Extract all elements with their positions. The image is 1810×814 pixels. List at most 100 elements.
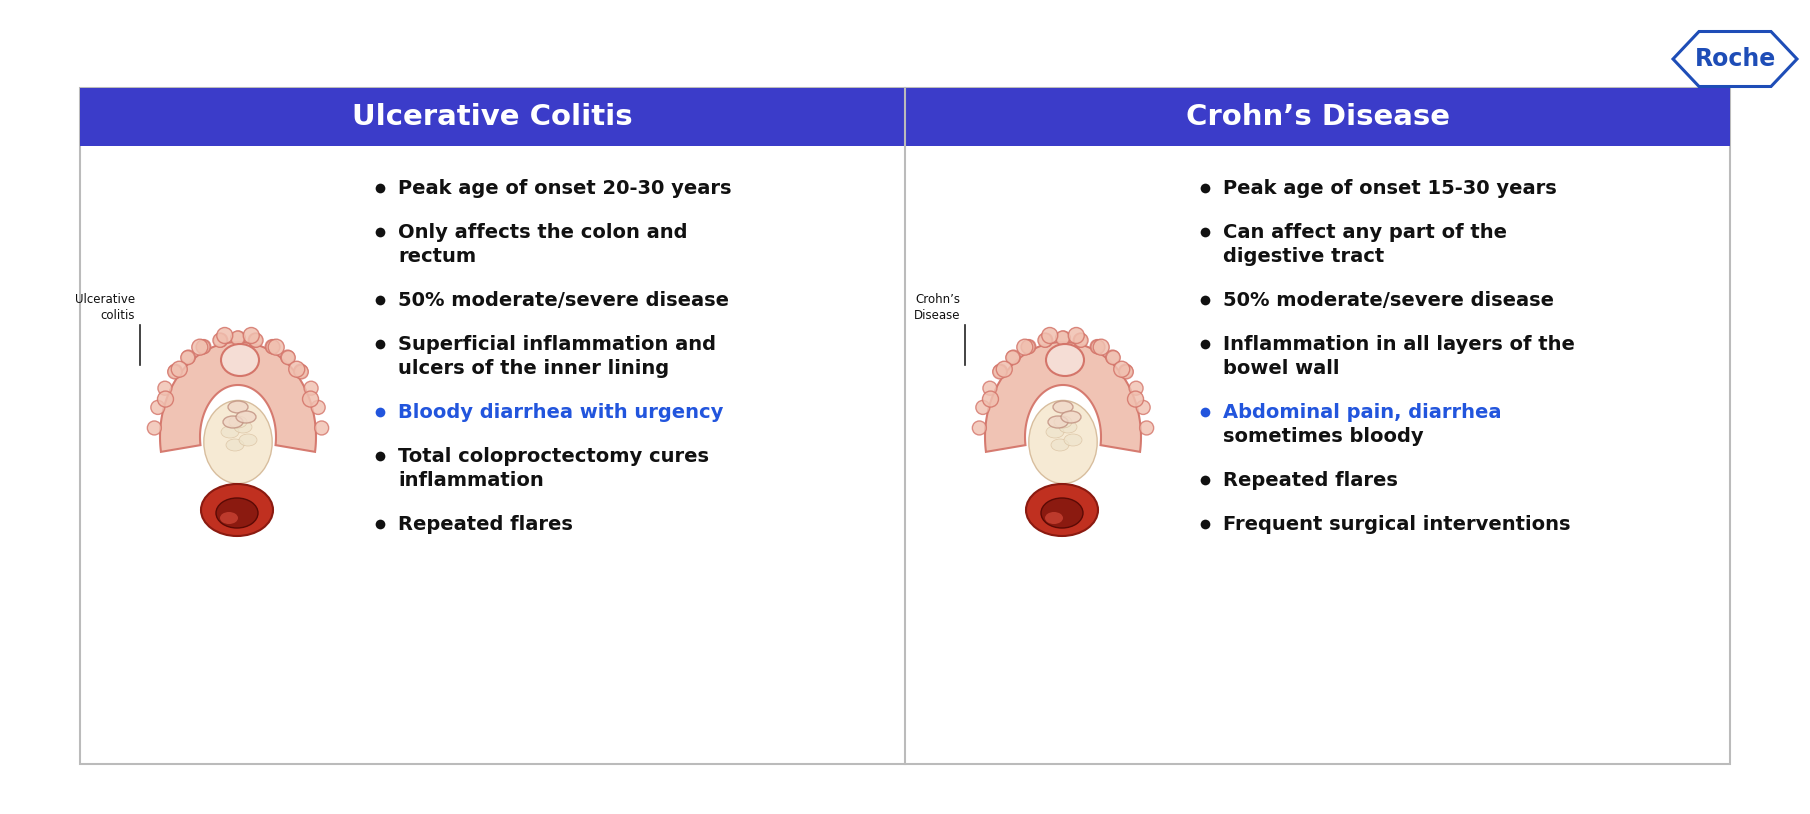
Circle shape <box>1043 327 1057 344</box>
Circle shape <box>266 340 281 354</box>
Text: ulcers of the inner lining: ulcers of the inner lining <box>398 358 670 378</box>
Circle shape <box>1140 421 1153 435</box>
Circle shape <box>243 327 259 344</box>
Ellipse shape <box>239 434 257 446</box>
Text: Repeated flares: Repeated flares <box>1224 470 1397 489</box>
Circle shape <box>150 400 165 414</box>
Text: Repeated flares: Repeated flares <box>398 514 574 533</box>
Text: Ulcerative Colitis: Ulcerative Colitis <box>353 103 634 131</box>
FancyBboxPatch shape <box>905 88 1730 146</box>
Circle shape <box>996 361 1012 377</box>
Ellipse shape <box>1052 439 1070 451</box>
Ellipse shape <box>1044 512 1062 524</box>
Circle shape <box>181 350 195 364</box>
Text: Total coloproctectomy cures: Total coloproctectomy cures <box>398 447 710 466</box>
Circle shape <box>1119 364 1133 379</box>
Ellipse shape <box>205 400 272 484</box>
Circle shape <box>304 381 319 396</box>
Circle shape <box>992 365 1006 379</box>
Circle shape <box>1023 339 1035 353</box>
Text: Roche: Roche <box>1694 47 1776 71</box>
Text: 50% moderate/severe disease: 50% moderate/severe disease <box>1224 291 1555 309</box>
Circle shape <box>168 365 181 379</box>
Circle shape <box>214 333 226 348</box>
Text: inflammation: inflammation <box>398 470 543 489</box>
Text: Only affects the colon and: Only affects the colon and <box>398 222 688 242</box>
Circle shape <box>1091 340 1104 354</box>
Polygon shape <box>985 342 1140 452</box>
Ellipse shape <box>1028 400 1097 484</box>
Circle shape <box>250 333 262 348</box>
Circle shape <box>1073 333 1088 347</box>
Text: Abdominal pain, diarrhea: Abdominal pain, diarrhea <box>1224 402 1502 422</box>
Ellipse shape <box>215 498 259 528</box>
Circle shape <box>315 421 329 435</box>
Circle shape <box>157 391 174 407</box>
Circle shape <box>1017 339 1034 355</box>
Ellipse shape <box>221 344 259 376</box>
Ellipse shape <box>1061 411 1081 423</box>
FancyBboxPatch shape <box>80 88 905 146</box>
Circle shape <box>1113 361 1129 377</box>
Circle shape <box>195 340 210 354</box>
Circle shape <box>197 339 210 353</box>
Ellipse shape <box>1059 421 1077 433</box>
Circle shape <box>157 381 172 396</box>
Text: Inflammation in all layers of the: Inflammation in all layers of the <box>1224 335 1575 353</box>
Ellipse shape <box>1046 344 1084 376</box>
Circle shape <box>1039 333 1053 347</box>
Circle shape <box>1073 333 1088 348</box>
Ellipse shape <box>228 401 248 413</box>
Ellipse shape <box>226 439 244 451</box>
Circle shape <box>181 351 195 365</box>
Circle shape <box>248 333 262 347</box>
Circle shape <box>983 381 997 396</box>
Circle shape <box>192 339 208 355</box>
FancyBboxPatch shape <box>80 88 1730 764</box>
Text: Can affect any part of the: Can affect any part of the <box>1224 222 1508 242</box>
Text: sometimes bloody: sometimes bloody <box>1224 427 1424 445</box>
Circle shape <box>281 351 295 365</box>
Text: digestive tract: digestive tract <box>1224 247 1385 265</box>
Ellipse shape <box>233 421 252 433</box>
Ellipse shape <box>1053 416 1072 428</box>
Circle shape <box>972 421 986 435</box>
Circle shape <box>266 339 279 353</box>
Circle shape <box>214 333 228 347</box>
Ellipse shape <box>1041 498 1082 528</box>
Polygon shape <box>159 342 317 452</box>
Text: Crohn’s
Disease: Crohn’s Disease <box>914 293 959 322</box>
Circle shape <box>302 391 319 407</box>
Circle shape <box>976 400 990 414</box>
Circle shape <box>1006 350 1021 364</box>
Circle shape <box>232 331 246 345</box>
Circle shape <box>217 327 233 344</box>
Text: Frequent surgical interventions: Frequent surgical interventions <box>1224 514 1571 533</box>
Text: Peak age of onset 20-30 years: Peak age of onset 20-30 years <box>398 178 731 198</box>
Circle shape <box>1021 340 1035 354</box>
Ellipse shape <box>1046 426 1064 438</box>
Circle shape <box>1129 381 1144 396</box>
Ellipse shape <box>1048 416 1068 428</box>
Text: bowel wall: bowel wall <box>1224 358 1339 378</box>
Ellipse shape <box>230 416 246 428</box>
Circle shape <box>1055 331 1070 345</box>
Circle shape <box>1128 391 1144 407</box>
Circle shape <box>293 364 308 379</box>
Circle shape <box>268 339 284 355</box>
Ellipse shape <box>1064 434 1082 446</box>
Text: 50% moderate/severe disease: 50% moderate/severe disease <box>398 291 729 309</box>
Circle shape <box>1006 351 1019 365</box>
Circle shape <box>230 331 244 345</box>
Text: Crohn’s Disease: Crohn’s Disease <box>1186 103 1450 131</box>
Circle shape <box>147 421 161 435</box>
Ellipse shape <box>201 484 273 536</box>
Circle shape <box>983 391 999 407</box>
Ellipse shape <box>221 426 239 438</box>
Circle shape <box>311 400 326 414</box>
Circle shape <box>994 364 1008 379</box>
Circle shape <box>1090 339 1104 353</box>
Ellipse shape <box>223 416 243 428</box>
Circle shape <box>1137 400 1149 414</box>
Circle shape <box>290 361 304 377</box>
